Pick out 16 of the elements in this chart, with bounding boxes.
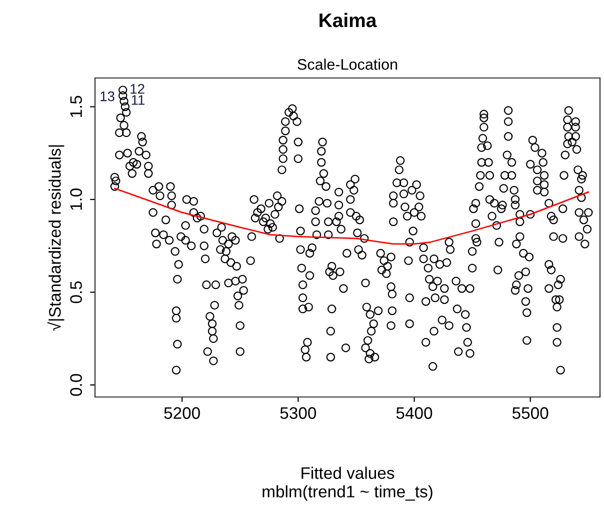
x-tick-label: 5500: [512, 407, 548, 419]
y-tick-label: 0.0: [70, 374, 82, 396]
annotation: 11: [132, 95, 144, 105]
x-tick-label: 5200: [164, 407, 200, 419]
chart-subtitle: Scale-Location: [298, 58, 398, 70]
chart-title: Kaima: [320, 12, 377, 28]
annotation: 12: [130, 84, 144, 94]
y-tick-label: 1.0: [70, 188, 82, 210]
annotation: 13: [100, 91, 114, 102]
y-axis-title: √|Standardized residuals|: [47, 145, 64, 331]
text: mblm(trend1 ~ time_ts): [262, 485, 432, 501]
x-tick-label: 5400: [396, 407, 432, 419]
x-tick-label: 5300: [280, 407, 316, 419]
y-tick-label: 0.5: [70, 281, 82, 304]
x-axis-title: Fitted values: [302, 466, 394, 479]
y-tick-label: 1.5: [70, 96, 82, 118]
